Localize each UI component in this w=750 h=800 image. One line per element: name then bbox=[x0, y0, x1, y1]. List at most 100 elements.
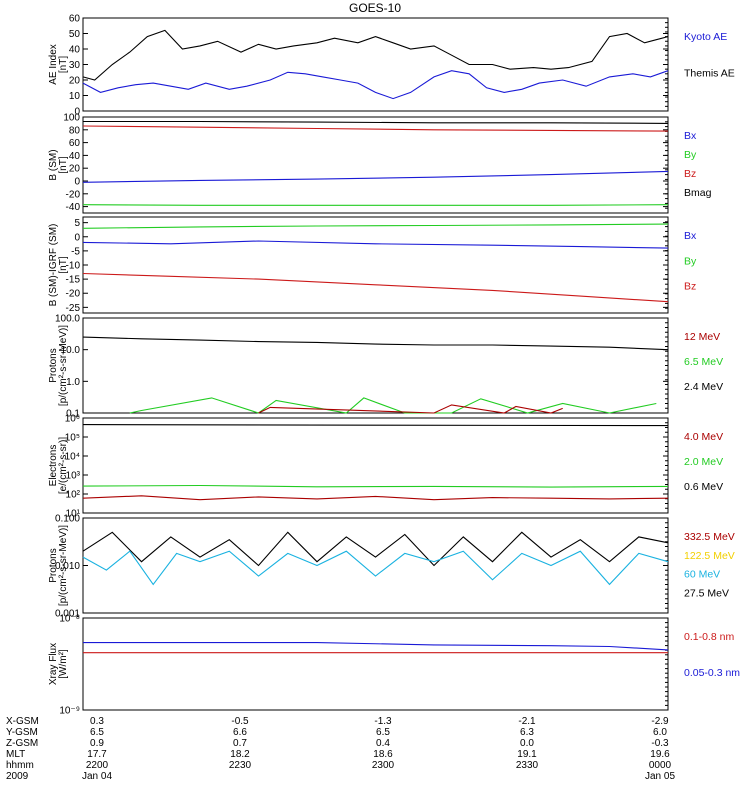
x-axis-value: -0.5 bbox=[231, 716, 249, 727]
legend-entry-protons2: 60 MeV bbox=[684, 569, 720, 581]
y-tick-label-electrons: 10⁶ bbox=[65, 414, 80, 425]
y-axis-label-bdiff: [nT] bbox=[58, 256, 69, 273]
series-line-electrons-4-0-mev bbox=[82, 495, 669, 501]
x-axis-value: 2330 bbox=[516, 760, 539, 771]
series-line-bdiff-bz bbox=[82, 272, 669, 303]
y-tick-label-bdiff: -15 bbox=[66, 275, 81, 286]
y-tick-label-ae: 10 bbox=[69, 91, 81, 102]
x-axis-value: 17.7 bbox=[87, 749, 107, 760]
series-line-xray-0-1-0-8-nm bbox=[83, 642, 669, 651]
y-tick-label-protons2: 0.010 bbox=[55, 561, 80, 572]
y-tick-label-b: 20 bbox=[69, 164, 81, 175]
series-line-b-by bbox=[82, 204, 669, 206]
y-tick-label-b: 60 bbox=[69, 138, 81, 149]
y-tick-label-protons2: 0.001 bbox=[55, 609, 80, 620]
x-axis-value: Jan 05 bbox=[645, 771, 675, 782]
x-axis-value: 6.5 bbox=[376, 727, 390, 738]
legend-entry-bdiff: Bz bbox=[684, 281, 696, 293]
y-axis-label-ae: [nT] bbox=[58, 56, 69, 73]
y-tick-label-bdiff: -10 bbox=[66, 261, 81, 272]
y-tick-label-ae: 20 bbox=[69, 76, 81, 87]
legend-entry-bdiff: Bx bbox=[684, 230, 697, 242]
x-axis-value: 6.0 bbox=[653, 727, 667, 738]
y-tick-label-protons1: 0.1 bbox=[66, 409, 80, 420]
series-line-protons2-27-5-mev bbox=[82, 531, 669, 567]
y-tick-label-ae: 60 bbox=[69, 14, 81, 25]
x-axis-value: -2.1 bbox=[518, 716, 536, 727]
y-tick-label-ae: 40 bbox=[69, 45, 81, 56]
legend-entry-electrons: 2.0 MeV bbox=[684, 456, 723, 468]
legend-entry-electrons: 0.6 MeV bbox=[684, 481, 723, 493]
y-tick-label-b: 100 bbox=[63, 113, 80, 124]
y-tick-label-electrons: 10⁴ bbox=[65, 452, 80, 463]
y-tick-label-b: -40 bbox=[66, 202, 81, 213]
legend-entry-protons1: 12 MeV bbox=[684, 331, 720, 343]
panel-frame-protons1 bbox=[82, 317, 669, 414]
y-tick-label-bdiff: -5 bbox=[71, 246, 80, 257]
x-axis-value: 18.2 bbox=[230, 749, 250, 760]
y-tick-label-electrons: 10³ bbox=[66, 471, 81, 482]
y-tick-label-electrons: 10² bbox=[66, 490, 81, 501]
y-tick-label-electrons: 10⁵ bbox=[65, 433, 80, 444]
y-axis-label-xray: Xray Flux bbox=[48, 643, 59, 685]
plot-title: GOES-10 bbox=[349, 1, 401, 15]
legend-entry-protons2: 122.5 MeV bbox=[684, 550, 735, 562]
legend-entry-xray: 0.05-0.3 nm bbox=[684, 667, 740, 679]
y-axis-label-b: B (SM) bbox=[48, 149, 59, 180]
x-axis-value: 2200 bbox=[86, 760, 109, 771]
legend-entry-protons2: 332.5 MeV bbox=[684, 531, 735, 543]
x-axis-row-label: Z-GSM bbox=[6, 738, 38, 749]
y-tick-label-electrons: 10¹ bbox=[66, 509, 81, 520]
x-axis-value: 0000 bbox=[649, 760, 672, 771]
y-axis-label-xray: [W/m²] bbox=[58, 649, 69, 679]
y-tick-label-b: -20 bbox=[66, 189, 81, 200]
series-line-electrons-0-6-mev bbox=[82, 424, 669, 427]
legend-entry-bdiff: By bbox=[684, 255, 697, 267]
y-axis-label-electrons: [e/(cm²-s-sr)] bbox=[58, 437, 69, 494]
y-tick-label-bdiff: -20 bbox=[66, 289, 81, 300]
y-tick-label-ae: 0 bbox=[74, 107, 80, 118]
x-axis-value: 2300 bbox=[372, 760, 395, 771]
x-axis-value: 0.0 bbox=[520, 738, 534, 749]
y-axis-label-electrons: Electrons bbox=[48, 445, 59, 487]
y-tick-label-ae: 50 bbox=[69, 29, 81, 40]
y-tick-label-xray: 10⁻⁹ bbox=[59, 706, 80, 717]
y-axis-label-protons2: Protons bbox=[48, 548, 59, 582]
y-tick-label-b: 0 bbox=[74, 177, 80, 188]
series-line-protons1-2-4-mev bbox=[82, 336, 669, 351]
y-tick-label-bdiff: 5 bbox=[74, 218, 80, 229]
x-axis-value: 19.6 bbox=[650, 749, 670, 760]
series-line-b-bz bbox=[82, 125, 669, 132]
x-axis-row-label: Y-GSM bbox=[6, 727, 38, 738]
x-axis-value: 6.3 bbox=[520, 727, 534, 738]
y-tick-label-b: 80 bbox=[69, 125, 81, 136]
y-axis-label-b: [nT] bbox=[58, 156, 69, 173]
series-line-protons2-60-mev bbox=[82, 550, 669, 586]
legend-entry-protons2: 27.5 MeV bbox=[684, 587, 729, 599]
x-axis-value: 0.4 bbox=[376, 738, 390, 749]
x-axis-value: -2.9 bbox=[651, 716, 669, 727]
x-axis-value: Jan 04 bbox=[82, 771, 112, 782]
series-line-bdiff-by bbox=[82, 223, 669, 229]
series-line-electrons-2-0-mev bbox=[82, 484, 669, 488]
x-axis-value: 18.6 bbox=[373, 749, 393, 760]
series-line-protons1-6-5-mev bbox=[129, 397, 657, 414]
series-line-protons1-12-mev bbox=[258, 404, 563, 414]
x-axis-row-label: MLT bbox=[6, 749, 25, 760]
legend-entry-ae: Kyoto AE bbox=[684, 31, 727, 43]
y-axis-label-protons1: Protons bbox=[48, 348, 59, 382]
x-axis-value: 6.6 bbox=[233, 727, 247, 738]
legend-entry-b: Bmag bbox=[684, 187, 712, 199]
y-tick-label-xray: 10⁻⁸ bbox=[59, 614, 80, 625]
legend-entry-b: By bbox=[684, 149, 697, 161]
legend-entry-ae: Themis AE bbox=[684, 68, 735, 80]
y-tick-label-protons1: 100.0 bbox=[55, 314, 80, 325]
legend-entry-b: Bx bbox=[684, 130, 697, 142]
x-axis-value: 2230 bbox=[229, 760, 252, 771]
legend-entry-b: Bz bbox=[684, 168, 696, 180]
x-axis-value: 0.7 bbox=[233, 738, 247, 749]
y-tick-label-ae: 30 bbox=[69, 60, 81, 71]
panel-frame-protons2 bbox=[82, 517, 669, 614]
series-line-b-bx bbox=[82, 170, 669, 183]
